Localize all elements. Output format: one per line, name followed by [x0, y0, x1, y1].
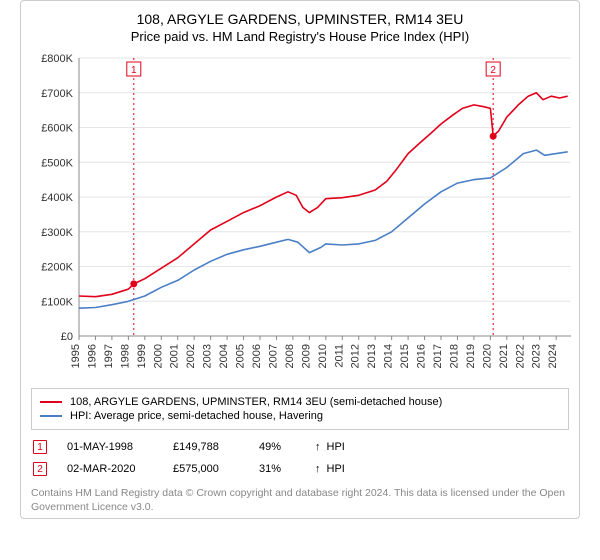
- x-tick-label: 1998: [119, 344, 131, 368]
- footnote: Contains HM Land Registry data © Crown c…: [31, 486, 569, 514]
- x-tick-label: 1996: [86, 344, 98, 368]
- y-tick-label: £400K: [41, 192, 73, 204]
- x-tick-label: 2022: [514, 344, 526, 368]
- x-tick-label: 2018: [448, 344, 460, 368]
- x-tick-label: 1997: [103, 344, 115, 368]
- x-tick-label: 2007: [267, 344, 279, 368]
- y-tick-label: £300K: [41, 227, 73, 239]
- transaction-date: 02-MAR-2020: [67, 463, 167, 475]
- x-tick-label: 2015: [399, 344, 411, 368]
- chart-card: 108, ARGYLE GARDENS, UPMINSTER, RM14 3EU…: [20, 0, 580, 519]
- x-tick-label: 2005: [235, 344, 247, 368]
- transaction-marker: 2: [33, 462, 47, 476]
- y-tick-label: £800K: [41, 53, 73, 65]
- legend-row: HPI: Average price, semi-detached house,…: [40, 409, 560, 423]
- series-hpi: [79, 150, 568, 308]
- x-tick-label: 2019: [465, 344, 477, 368]
- x-tick-label: 2011: [333, 344, 345, 368]
- y-tick-label: £100K: [41, 296, 73, 308]
- marker-number: 2: [490, 65, 496, 76]
- transaction-vs: HPI: [327, 441, 345, 453]
- transaction-price: £575,000: [173, 463, 253, 475]
- y-tick-label: £0: [61, 331, 73, 343]
- legend-swatch: [40, 415, 62, 417]
- transaction-date: 01-MAY-1998: [67, 441, 167, 453]
- legend: 108, ARGYLE GARDENS, UPMINSTER, RM14 3EU…: [31, 388, 569, 430]
- transaction-marker: 1: [33, 440, 47, 454]
- x-tick-label: 2012: [350, 344, 362, 368]
- y-tick-label: £200K: [41, 262, 73, 274]
- marker-number: 1: [131, 65, 137, 76]
- x-tick-label: 2000: [152, 344, 164, 368]
- up-arrow-icon: ↑: [315, 463, 321, 475]
- up-arrow-icon: ↑: [315, 441, 321, 453]
- transaction-pct: 31%: [259, 463, 309, 475]
- transaction-price: £149,788: [173, 441, 253, 453]
- x-tick-label: 2020: [481, 344, 493, 368]
- x-tick-label: 2006: [251, 344, 263, 368]
- transaction-list: 1 01-MAY-1998 £149,788 49% ↑ HPI 2 02-MAR-2020 £…: [31, 436, 569, 480]
- x-tick-label: 1999: [136, 344, 148, 368]
- y-tick-label: £700K: [41, 88, 73, 100]
- y-tick-label: £600K: [41, 123, 73, 135]
- x-tick-label: 1995: [70, 344, 82, 368]
- page-title: 108, ARGYLE GARDENS, UPMINSTER, RM14 3EU: [31, 11, 569, 27]
- line-chart: £0 £100K £200K £300K £400K £500K £600K £700K £80…: [31, 50, 579, 380]
- x-tick-label: 2021: [498, 344, 510, 368]
- chart-area: £0 £100K £200K £300K £400K £500K £600K £700K £80…: [31, 50, 569, 380]
- x-tick-label: 2009: [300, 344, 312, 368]
- x-tick-label: 2004: [218, 344, 230, 368]
- x-tick-label: 2023: [531, 344, 543, 368]
- x-tick-label: 2016: [416, 344, 428, 368]
- page-subtitle: Price paid vs. HM Land Registry's House …: [31, 29, 569, 44]
- transaction-row: 1 01-MAY-1998 £149,788 49% ↑ HPI: [31, 436, 569, 458]
- transaction-row: 2 02-MAR-2020 £575,000 31% ↑ HPI: [31, 458, 569, 480]
- x-tick-label: 2008: [284, 344, 296, 368]
- x-tick-label: 2002: [185, 344, 197, 368]
- x-tick-label: 2001: [169, 344, 181, 368]
- transaction-vs: HPI: [327, 463, 345, 475]
- x-tick-label: 2014: [383, 344, 395, 368]
- transaction-pct: 49%: [259, 441, 309, 453]
- y-tick-label: £500K: [41, 157, 73, 169]
- x-tick-label: 2010: [317, 344, 329, 368]
- x-tick-label: 2024: [547, 344, 559, 368]
- legend-swatch: [40, 401, 62, 403]
- x-tick-label: 2017: [432, 344, 444, 368]
- x-tick-label: 2013: [366, 344, 378, 368]
- x-tick-label: 2003: [202, 344, 214, 368]
- legend-row: 108, ARGYLE GARDENS, UPMINSTER, RM14 3EU…: [40, 395, 560, 409]
- legend-label: HPI: Average price, semi-detached house,…: [70, 410, 323, 422]
- legend-label: 108, ARGYLE GARDENS, UPMINSTER, RM14 3EU…: [70, 396, 442, 408]
